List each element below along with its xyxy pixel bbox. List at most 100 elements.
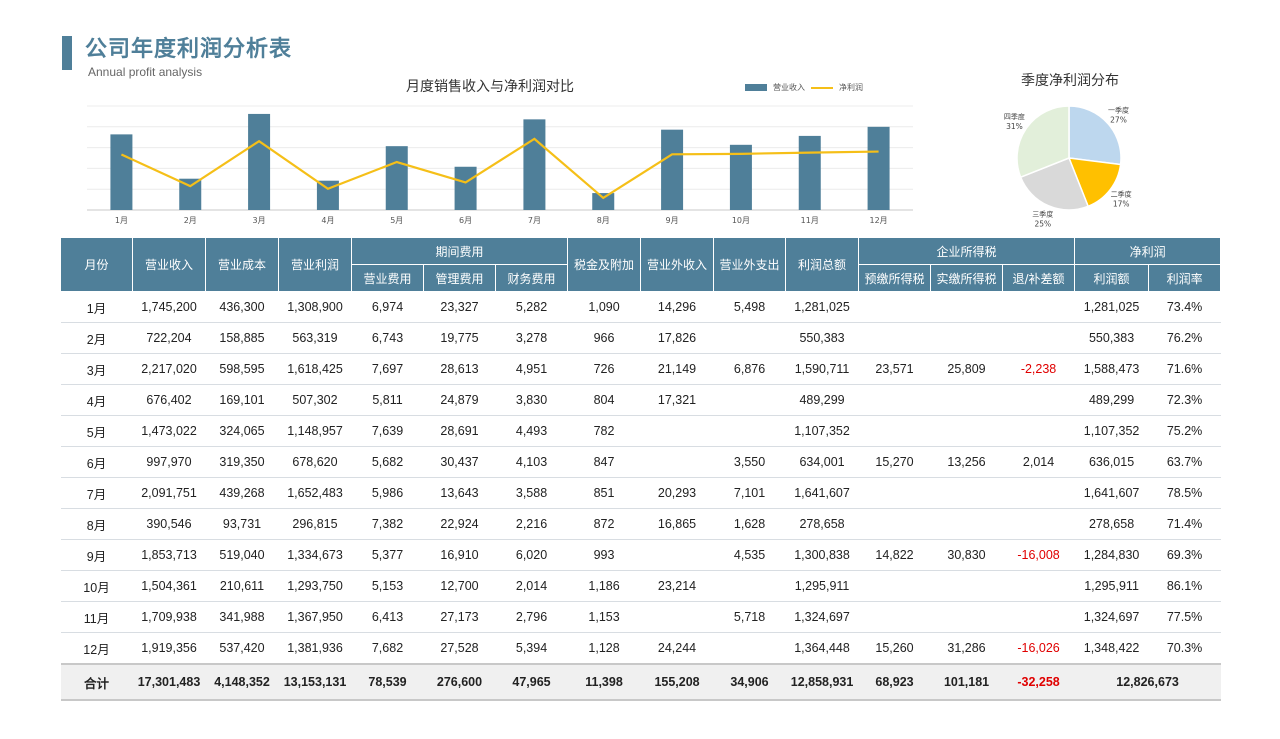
- table-cell: 678,620: [278, 446, 352, 478]
- table-cell: 5,282: [495, 291, 568, 323]
- table-cell: 14,296: [640, 291, 714, 323]
- total-cell: 合计: [60, 663, 133, 701]
- table-row: 6月 997,970 319,350 678,620 5,682 30,437 4,103 8…: [60, 446, 1221, 478]
- x-tick-label: 3月: [253, 216, 266, 225]
- table-row: 7月 2,091,751 439,268 1,652,483 5,986 13,643 3,…: [60, 477, 1221, 509]
- table-cell: 1,293,750: [278, 570, 352, 602]
- table-cell: 3月: [60, 353, 133, 385]
- table-cell: 519,040: [205, 539, 279, 571]
- table-cell: 1,148,957: [278, 415, 352, 447]
- table-cell: 1,618,425: [278, 353, 352, 385]
- header-tax-diff: 退/补差额: [1002, 264, 1076, 292]
- x-tick-label: 4月: [321, 216, 334, 225]
- table-cell: 7,697: [351, 353, 424, 385]
- table-row: 8月 390,546 93,731 296,815 7,382 22,924 2,216 87…: [60, 508, 1221, 540]
- table-cell: 210,611: [205, 570, 279, 602]
- table-row: 9月 1,853,713 519,040 1,334,673 5,377 16,910 6,…: [60, 539, 1221, 571]
- table-cell: 27,173: [423, 601, 496, 633]
- table-cell: 7月: [60, 477, 133, 509]
- table-cell: 17,826: [640, 322, 714, 354]
- table-cell: [640, 601, 714, 633]
- table-cell: 4月: [60, 384, 133, 416]
- table-cell: 27,528: [423, 632, 496, 665]
- table-cell: 15,260: [858, 632, 931, 665]
- table-cell: 966: [567, 322, 641, 354]
- table-total-row: 合计 17,301,483 4,148,352 13,153,131 78,539 276…: [60, 663, 1221, 701]
- table-cell: [713, 384, 786, 416]
- table-row: 10月 1,504,361 210,611 1,293,750 5,153 12,700 2…: [60, 570, 1221, 602]
- table-cell: 28,613: [423, 353, 496, 385]
- table-cell: [1002, 291, 1075, 323]
- table-cell: 804: [567, 384, 641, 416]
- table-cell: 3,278: [495, 322, 568, 354]
- table-cell: 7,682: [351, 632, 424, 665]
- table-cell: 341,988: [205, 601, 279, 633]
- total-cell: 4,148,352: [205, 663, 279, 701]
- table-cell: [713, 570, 786, 602]
- table-cell: 1,128: [567, 632, 641, 665]
- table-cell: 16,865: [640, 508, 714, 540]
- x-tick-label: 2月: [184, 216, 197, 225]
- revenue-bar: [523, 119, 546, 210]
- table-cell: 14,822: [858, 539, 931, 571]
- table-cell: 1,853,713: [132, 539, 206, 571]
- table-cell: [930, 415, 1003, 447]
- table-cell: [858, 508, 931, 540]
- table-cell: 93,731: [205, 508, 279, 540]
- revenue-bar: [798, 135, 821, 210]
- table-cell: 71.4%: [1148, 508, 1221, 540]
- table-cell: 1,324,697: [1074, 601, 1149, 633]
- table-cell: 1,295,911: [785, 570, 859, 602]
- table-cell: 169,101: [205, 384, 279, 416]
- table-cell: 2,796: [495, 601, 568, 633]
- total-cell: 276,600: [423, 663, 496, 701]
- pie-value-label: 27%: [1110, 115, 1127, 124]
- table-cell: 5,718: [713, 601, 786, 633]
- table-cell: 550,383: [1074, 322, 1149, 354]
- table-cell: 436,300: [205, 291, 279, 323]
- revenue-bar: [454, 166, 477, 210]
- x-tick-label: 5月: [390, 216, 403, 225]
- table-cell: 8月: [60, 508, 133, 540]
- table-row: 12月 1,919,356 537,420 1,381,936 7,682 27,528 5…: [60, 632, 1221, 665]
- table-cell: -2,238: [1002, 353, 1075, 385]
- table-cell: 69.3%: [1148, 539, 1221, 571]
- table-cell: 1,334,673: [278, 539, 352, 571]
- table-cell: 1,295,911: [1074, 570, 1149, 602]
- table-cell: 489,299: [1074, 384, 1149, 416]
- table-cell: 722,204: [132, 322, 206, 354]
- table-cell: 1,652,483: [278, 477, 352, 509]
- header-net-amount: 利润额: [1074, 264, 1150, 292]
- table-cell: 1,709,938: [132, 601, 206, 633]
- net-profit-line: [120, 137, 879, 200]
- table-cell: 20,293: [640, 477, 714, 509]
- header-prepaid-tax: 预缴所得税: [858, 264, 932, 292]
- header-non-op-income: 营业外收入: [640, 237, 715, 292]
- pie-value-label: 17%: [1113, 199, 1130, 208]
- total-cell: 12,826,673: [1074, 663, 1221, 701]
- table-cell: 1,324,697: [785, 601, 859, 633]
- table-cell: 993: [567, 539, 641, 571]
- total-cell: 78,539: [351, 663, 424, 701]
- table-cell: 851: [567, 477, 641, 509]
- revenue-profit-chart: 1月 2月 3月 4月 5月 6月 7月 8月 9月 10月 11月 12月: [87, 105, 913, 225]
- table-cell: 1,381,936: [278, 632, 352, 665]
- table-cell: 1,107,352: [1074, 415, 1149, 447]
- pie-slice: [1016, 105, 1070, 179]
- header-month: 月份: [60, 237, 133, 292]
- x-tick-label: 11月: [801, 216, 819, 225]
- table-cell: 72.3%: [1148, 384, 1221, 416]
- table-cell: 5,498: [713, 291, 786, 323]
- table-cell: 21,149: [640, 353, 714, 385]
- profit-table: 月份 营业收入 营业成本 营业利润 期间费用 税金及附加 营业外收入 营业外支出…: [60, 237, 1222, 701]
- table-cell: 5,394: [495, 632, 568, 665]
- table-row: 3月 2,217,020 598,595 1,618,425 7,697 28,613 4,…: [60, 353, 1221, 385]
- table-cell: [930, 601, 1003, 633]
- table-cell: 13,256: [930, 446, 1003, 478]
- table-cell: 23,214: [640, 570, 714, 602]
- table-cell: 75.2%: [1148, 415, 1221, 447]
- table-cell: [1002, 384, 1075, 416]
- total-cell: 101,181: [930, 663, 1003, 701]
- table-cell: [713, 415, 786, 447]
